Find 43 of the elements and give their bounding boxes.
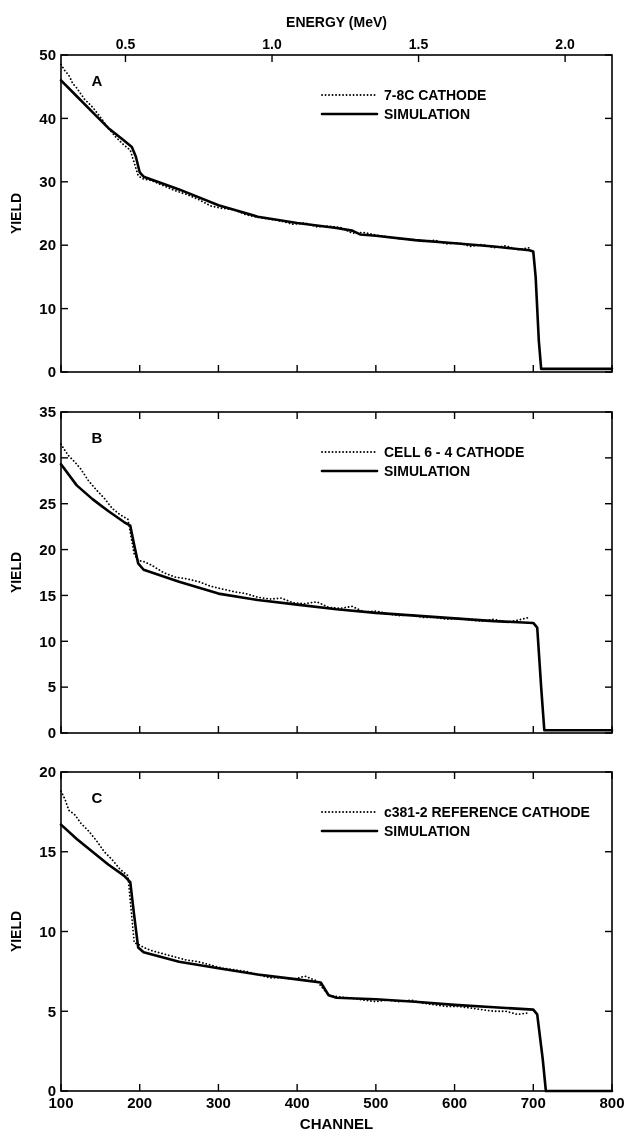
- legend-label: 7-8C CATHODE: [384, 86, 487, 103]
- text: A: [91, 72, 103, 89]
- y-tick-label: 20: [39, 540, 56, 558]
- y-tick-label: 50: [39, 46, 56, 64]
- x2-tick-label: 1.5: [408, 36, 429, 52]
- y-tick-label: 15: [39, 586, 56, 604]
- y-tick-label: 25: [39, 494, 56, 512]
- text: C: [91, 789, 103, 806]
- y-tick-label: 15: [39, 843, 56, 860]
- text: B: [91, 429, 103, 446]
- y-axis-title: YIELD: [8, 551, 24, 594]
- y-tick-label: 10: [39, 632, 56, 650]
- x-tick-label: 500: [363, 1094, 389, 1111]
- x-axis-title: CHANNEL: [299, 1115, 374, 1132]
- y-axis-title: YIELD: [8, 192, 24, 235]
- y-tick-label: 5: [47, 678, 56, 696]
- y-tick-label: 0: [47, 724, 56, 742]
- y-tick-label: 10: [39, 299, 56, 317]
- y-tick-label: 20: [39, 236, 56, 254]
- y-tick-label: 30: [39, 449, 56, 467]
- x-tick-label: 700: [520, 1094, 546, 1111]
- x-tick-label: 200: [127, 1094, 153, 1111]
- y-tick-label: 30: [39, 173, 56, 191]
- legend-label: SIMULATION: [384, 462, 471, 479]
- legend-label: SIMULATION: [384, 822, 471, 839]
- x2-tick-label: 0.5: [115, 36, 136, 52]
- y-tick-label: 5: [47, 1002, 56, 1020]
- x-tick-label: 300: [205, 1094, 231, 1111]
- x-tick-label: 800: [599, 1094, 625, 1111]
- y-tick-label: 20: [39, 763, 56, 781]
- y-tick-label: 40: [39, 109, 56, 127]
- legend-label: c381-2 REFERENCE CATHODE: [384, 803, 590, 820]
- x2-tick-label: 2.0: [555, 36, 576, 52]
- legend-label: CELL 6 - 4 CATHODE: [384, 443, 525, 460]
- x2-axis-title: ENERGY (MeV): [286, 14, 387, 30]
- legend-label: SIMULATION: [384, 105, 471, 122]
- y-tick-label: 10: [39, 922, 56, 940]
- y-axis-title: YIELD: [8, 910, 24, 953]
- y-tick-label: 0: [47, 363, 56, 381]
- x-tick-label: 400: [284, 1094, 310, 1111]
- x2-tick-label: 1.0: [262, 36, 282, 52]
- y-tick-label: 35: [39, 403, 56, 421]
- x-tick-label: 600: [442, 1094, 468, 1111]
